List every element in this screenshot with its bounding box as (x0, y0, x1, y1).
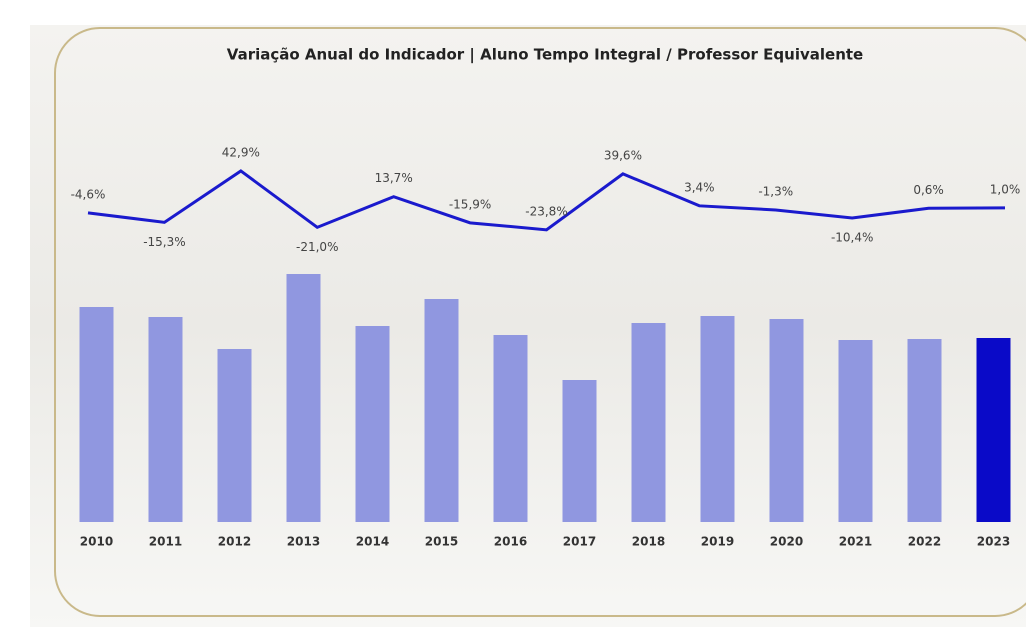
value-label: 42,9% (222, 145, 260, 159)
x-tick-label: 2022 (908, 535, 941, 549)
value-label: -1,3% (758, 184, 793, 198)
line (87, 169, 1006, 232)
bar (631, 323, 666, 522)
x-tick-label: 2023 (977, 535, 1010, 549)
bar (286, 274, 321, 522)
bar (838, 340, 873, 522)
chart-title: Variação Anual do Indicador | Aluno Temp… (227, 46, 863, 65)
value-label: 3,4% (684, 180, 715, 194)
bar (493, 335, 528, 522)
bar (907, 339, 942, 522)
x-tick-label: 2017 (563, 535, 596, 549)
value-label: -4,6% (71, 187, 106, 201)
bar (79, 307, 114, 522)
bar (976, 338, 1011, 522)
x-tick-label: 2011 (149, 535, 182, 549)
x-tick-label: 2020 (770, 535, 803, 549)
value-label: -10,4% (831, 230, 873, 244)
value-label: 39,6% (604, 148, 642, 162)
background (30, 25, 1026, 627)
value-label: -21,0% (296, 240, 338, 254)
x-tick-label: 2021 (839, 535, 872, 549)
x-tick-label: 2018 (632, 535, 665, 549)
bar (424, 299, 459, 522)
x-tick-label: 2013 (287, 535, 320, 549)
value-label: -15,3% (143, 235, 185, 249)
bar (148, 317, 183, 522)
bar (355, 326, 390, 522)
x-tick-label: 2010 (80, 535, 113, 549)
x-tick-label: 2019 (701, 535, 734, 549)
value-label: -23,8% (525, 204, 567, 218)
x-tick-label: 2015 (425, 535, 458, 549)
value-label: -15,9% (449, 197, 491, 211)
value-label: 13,7% (375, 171, 413, 185)
bar (769, 319, 804, 522)
x-tick-label: 2016 (494, 535, 527, 549)
bar (700, 316, 735, 522)
bar (217, 349, 252, 522)
value-label: 1,0% (990, 182, 1021, 196)
value-label: 0,6% (913, 183, 944, 197)
frame (54, 27, 1026, 617)
bar (562, 380, 597, 522)
x-tick-label: 2012 (218, 535, 251, 549)
x-tick-label: 2014 (356, 535, 389, 549)
